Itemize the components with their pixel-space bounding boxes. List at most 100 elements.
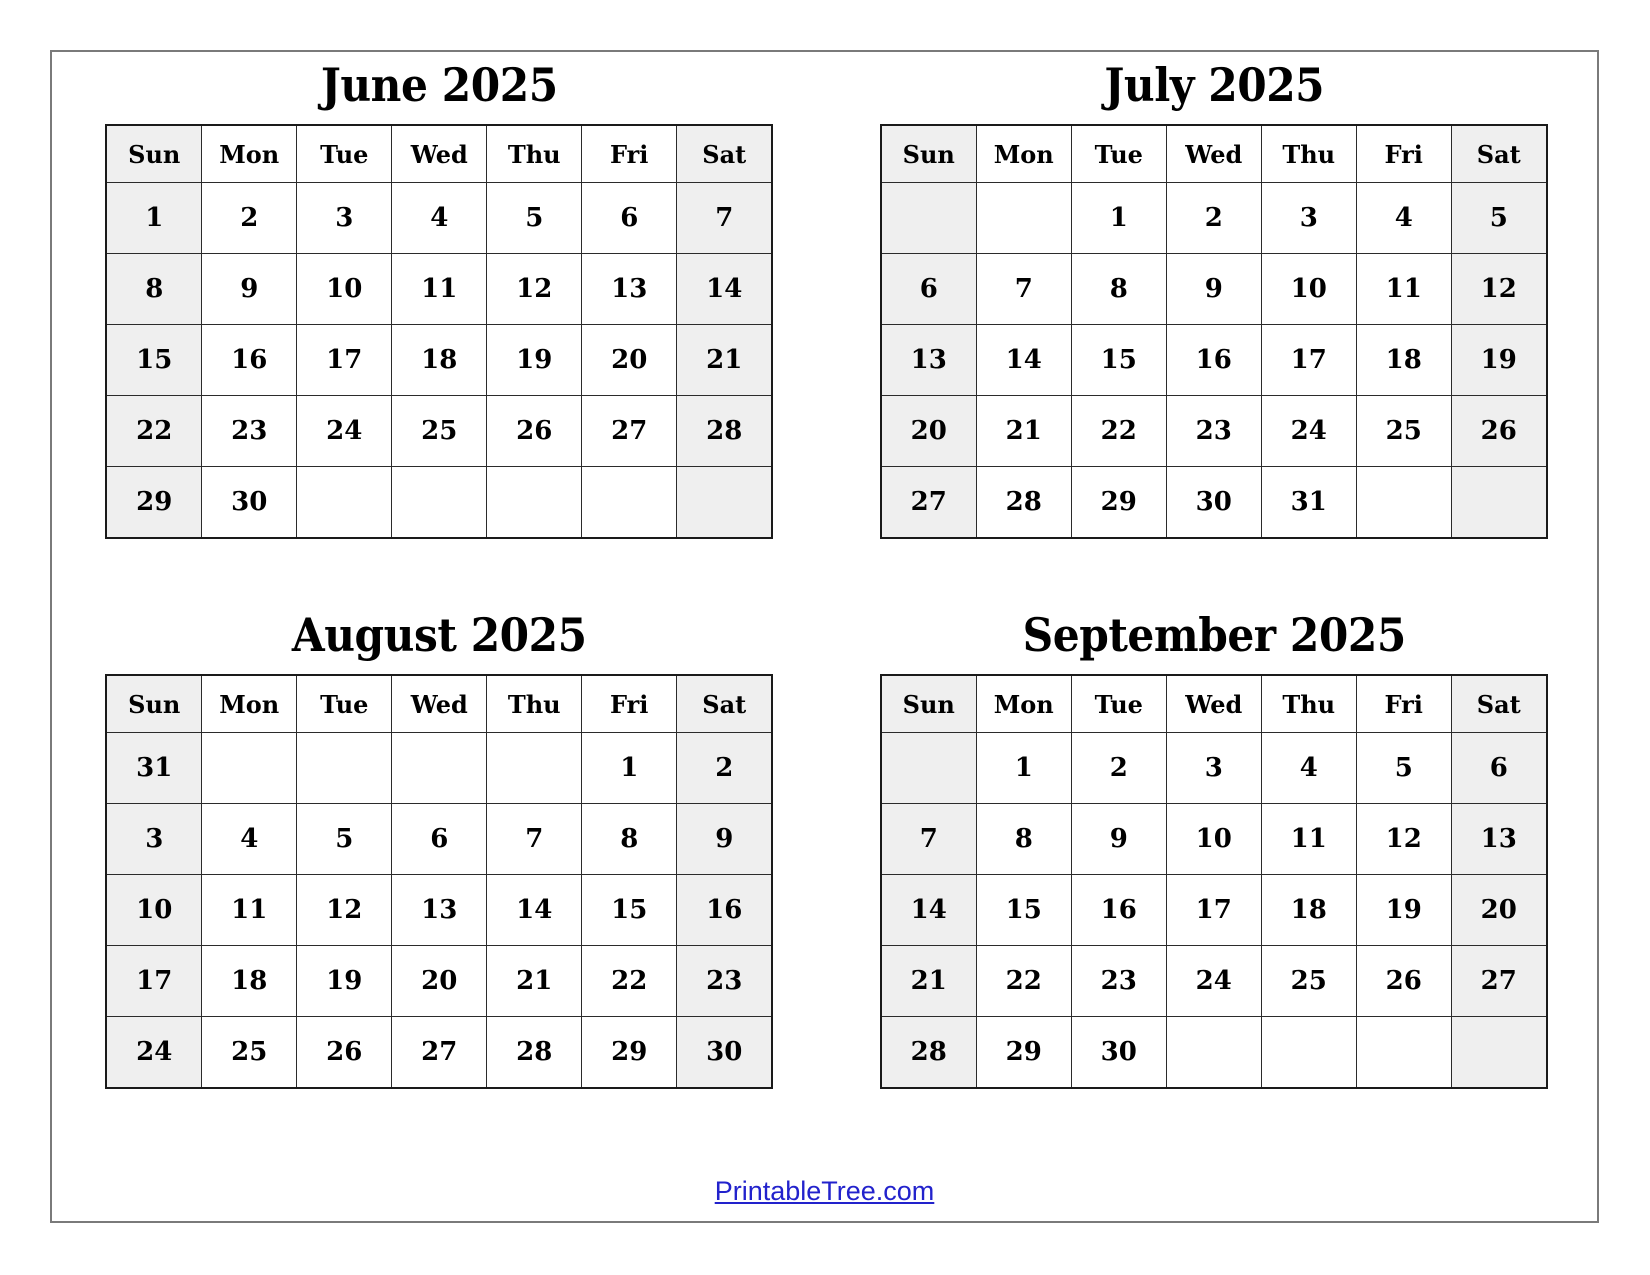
- day-cell-july-31[interactable]: 31: [1260, 466, 1357, 539]
- day-cell-july-9[interactable]: 9: [1165, 253, 1262, 325]
- day-cell-june-19[interactable]: 19: [486, 324, 583, 396]
- day-cell-september-9[interactable]: 9: [1070, 803, 1167, 875]
- day-cell-september-12[interactable]: 12: [1355, 803, 1452, 875]
- day-cell-september-26[interactable]: 26: [1355, 945, 1452, 1017]
- day-cell-august-26[interactable]: 26: [296, 1016, 393, 1089]
- day-cell-september-5[interactable]: 5: [1355, 732, 1452, 804]
- day-cell-august-22[interactable]: 22: [581, 945, 678, 1017]
- day-cell-august-31[interactable]: 31: [105, 732, 203, 804]
- day-cell-august-18[interactable]: 18: [201, 945, 298, 1017]
- day-cell-september-21[interactable]: 21: [880, 945, 977, 1017]
- day-cell-august-7[interactable]: 7: [486, 803, 583, 875]
- day-cell-september-13[interactable]: 13: [1450, 803, 1548, 875]
- day-cell-august-25[interactable]: 25: [201, 1016, 298, 1089]
- day-cell-september-4[interactable]: 4: [1260, 732, 1357, 804]
- day-cell-june-15[interactable]: 15: [105, 324, 203, 396]
- day-cell-july-26[interactable]: 26: [1450, 395, 1548, 467]
- day-cell-september-25[interactable]: 25: [1260, 945, 1357, 1017]
- day-cell-september-23[interactable]: 23: [1070, 945, 1167, 1017]
- day-cell-june-30[interactable]: 30: [201, 466, 298, 539]
- day-cell-august-29[interactable]: 29: [581, 1016, 678, 1089]
- day-cell-july-27[interactable]: 27: [880, 466, 977, 539]
- day-cell-august-2[interactable]: 2: [676, 732, 773, 804]
- day-cell-september-20[interactable]: 20: [1450, 874, 1548, 946]
- day-cell-august-27[interactable]: 27: [391, 1016, 488, 1089]
- day-cell-july-8[interactable]: 8: [1070, 253, 1167, 325]
- day-cell-july-4[interactable]: 4: [1355, 182, 1452, 254]
- day-cell-june-7[interactable]: 7: [676, 182, 773, 254]
- day-cell-september-8[interactable]: 8: [975, 803, 1072, 875]
- day-cell-july-23[interactable]: 23: [1165, 395, 1262, 467]
- day-cell-june-21[interactable]: 21: [676, 324, 773, 396]
- day-cell-july-10[interactable]: 10: [1260, 253, 1357, 325]
- day-cell-june-5[interactable]: 5: [486, 182, 583, 254]
- day-cell-august-4[interactable]: 4: [201, 803, 298, 875]
- day-cell-june-29[interactable]: 29: [105, 466, 203, 539]
- day-cell-september-17[interactable]: 17: [1165, 874, 1262, 946]
- day-cell-august-3[interactable]: 3: [105, 803, 203, 875]
- day-cell-september-14[interactable]: 14: [880, 874, 977, 946]
- day-cell-june-3[interactable]: 3: [296, 182, 393, 254]
- day-cell-june-22[interactable]: 22: [105, 395, 203, 467]
- day-cell-september-29[interactable]: 29: [975, 1016, 1072, 1089]
- day-cell-june-12[interactable]: 12: [486, 253, 583, 325]
- day-cell-july-13[interactable]: 13: [880, 324, 977, 396]
- day-cell-august-21[interactable]: 21: [486, 945, 583, 1017]
- day-cell-july-14[interactable]: 14: [975, 324, 1072, 396]
- day-cell-september-7[interactable]: 7: [880, 803, 977, 875]
- day-cell-august-1[interactable]: 1: [581, 732, 678, 804]
- day-cell-august-30[interactable]: 30: [676, 1016, 773, 1089]
- day-cell-july-3[interactable]: 3: [1260, 182, 1357, 254]
- day-cell-august-28[interactable]: 28: [486, 1016, 583, 1089]
- day-cell-july-1[interactable]: 1: [1070, 182, 1167, 254]
- day-cell-june-16[interactable]: 16: [201, 324, 298, 396]
- day-cell-july-6[interactable]: 6: [880, 253, 977, 325]
- day-cell-august-9[interactable]: 9: [676, 803, 773, 875]
- day-cell-september-15[interactable]: 15: [975, 874, 1072, 946]
- day-cell-august-11[interactable]: 11: [201, 874, 298, 946]
- day-cell-september-6[interactable]: 6: [1450, 732, 1548, 804]
- day-cell-september-22[interactable]: 22: [975, 945, 1072, 1017]
- day-cell-september-2[interactable]: 2: [1070, 732, 1167, 804]
- day-cell-july-19[interactable]: 19: [1450, 324, 1548, 396]
- day-cell-june-4[interactable]: 4: [391, 182, 488, 254]
- day-cell-july-22[interactable]: 22: [1070, 395, 1167, 467]
- day-cell-august-6[interactable]: 6: [391, 803, 488, 875]
- day-cell-september-3[interactable]: 3: [1165, 732, 1262, 804]
- day-cell-august-14[interactable]: 14: [486, 874, 583, 946]
- day-cell-august-15[interactable]: 15: [581, 874, 678, 946]
- day-cell-june-11[interactable]: 11: [391, 253, 488, 325]
- day-cell-july-29[interactable]: 29: [1070, 466, 1167, 539]
- day-cell-september-28[interactable]: 28: [880, 1016, 977, 1089]
- day-cell-june-17[interactable]: 17: [296, 324, 393, 396]
- day-cell-june-10[interactable]: 10: [296, 253, 393, 325]
- day-cell-august-17[interactable]: 17: [105, 945, 203, 1017]
- day-cell-june-23[interactable]: 23: [201, 395, 298, 467]
- day-cell-august-19[interactable]: 19: [296, 945, 393, 1017]
- day-cell-august-13[interactable]: 13: [391, 874, 488, 946]
- day-cell-july-11[interactable]: 11: [1355, 253, 1452, 325]
- day-cell-september-18[interactable]: 18: [1260, 874, 1357, 946]
- day-cell-june-8[interactable]: 8: [105, 253, 203, 325]
- day-cell-july-12[interactable]: 12: [1450, 253, 1548, 325]
- day-cell-september-24[interactable]: 24: [1165, 945, 1262, 1017]
- day-cell-june-20[interactable]: 20: [581, 324, 678, 396]
- day-cell-july-25[interactable]: 25: [1355, 395, 1452, 467]
- printabletree-link[interactable]: PrintableTree.com: [714, 1176, 935, 1206]
- day-cell-july-30[interactable]: 30: [1165, 466, 1262, 539]
- day-cell-september-30[interactable]: 30: [1070, 1016, 1167, 1089]
- day-cell-july-24[interactable]: 24: [1260, 395, 1357, 467]
- day-cell-june-9[interactable]: 9: [201, 253, 298, 325]
- day-cell-august-24[interactable]: 24: [105, 1016, 203, 1089]
- day-cell-august-5[interactable]: 5: [296, 803, 393, 875]
- day-cell-september-10[interactable]: 10: [1165, 803, 1262, 875]
- day-cell-june-25[interactable]: 25: [391, 395, 488, 467]
- day-cell-july-5[interactable]: 5: [1450, 182, 1548, 254]
- day-cell-july-2[interactable]: 2: [1165, 182, 1262, 254]
- day-cell-august-12[interactable]: 12: [296, 874, 393, 946]
- day-cell-september-19[interactable]: 19: [1355, 874, 1452, 946]
- day-cell-july-16[interactable]: 16: [1165, 324, 1262, 396]
- day-cell-june-14[interactable]: 14: [676, 253, 773, 325]
- day-cell-june-1[interactable]: 1: [105, 182, 203, 254]
- day-cell-july-28[interactable]: 28: [975, 466, 1072, 539]
